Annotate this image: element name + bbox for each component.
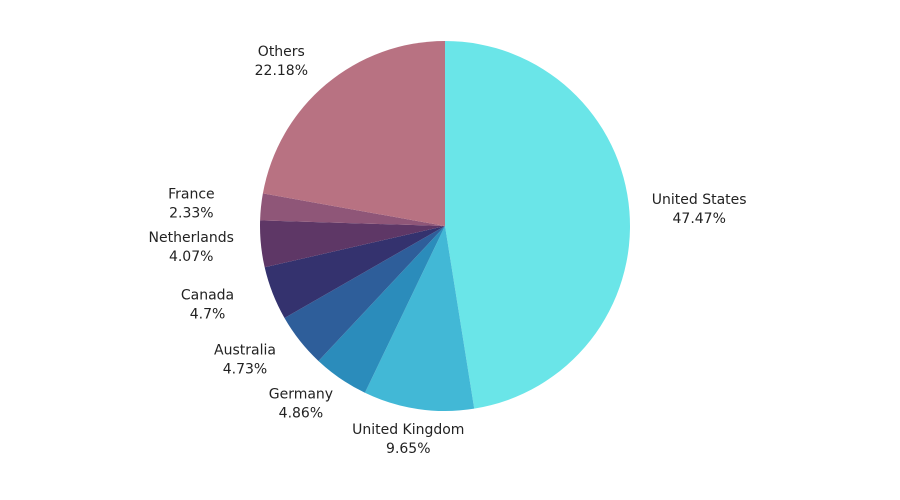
slice-value-label: 47.47% bbox=[673, 211, 726, 227]
slice-label: United Kingdom bbox=[352, 422, 464, 438]
pie-slice bbox=[445, 41, 631, 409]
pie-slice bbox=[318, 226, 445, 393]
pie-slice bbox=[262, 41, 445, 226]
pie-slice bbox=[260, 193, 445, 226]
slice-value-label: 4.86% bbox=[279, 405, 323, 421]
slice-value-label: 2.33% bbox=[169, 206, 213, 222]
slice-label: Others bbox=[258, 44, 305, 60]
slice-label: United States bbox=[652, 192, 747, 208]
pie-slice bbox=[364, 226, 475, 412]
slice-label: Australia bbox=[214, 342, 276, 358]
slice-value-label: 22.18% bbox=[255, 63, 308, 79]
pie-slice bbox=[264, 226, 445, 318]
slice-label: France bbox=[168, 187, 215, 203]
pie-slice bbox=[260, 220, 445, 268]
slice-label: Netherlands bbox=[149, 230, 234, 246]
pie-slice bbox=[284, 226, 445, 361]
slice-label: Germany bbox=[269, 386, 333, 402]
slice-value-label: 4.73% bbox=[223, 361, 267, 377]
slice-value-label: 9.65% bbox=[386, 441, 430, 457]
slice-value-label: 4.7% bbox=[190, 306, 226, 322]
slice-label: Canada bbox=[181, 287, 234, 303]
slice-value-label: 4.07% bbox=[169, 249, 213, 265]
